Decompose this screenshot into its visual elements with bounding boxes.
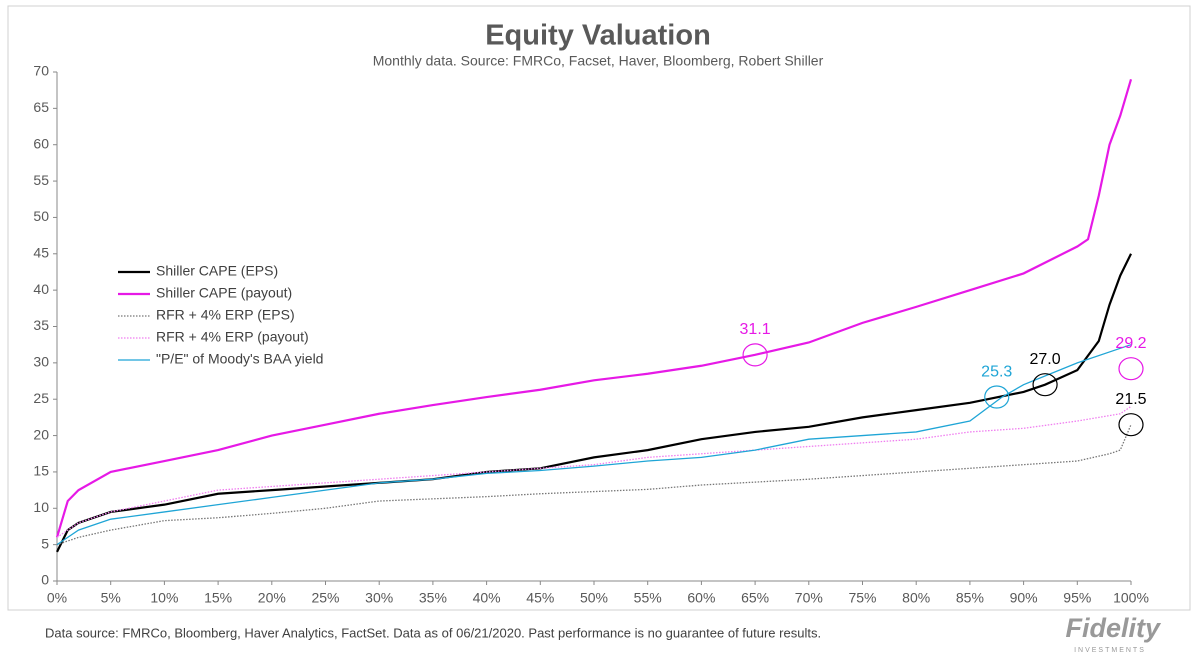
legend-label: Shiller CAPE (EPS)	[156, 263, 278, 279]
x-tick-label: 20%	[258, 590, 286, 606]
y-tick-label: 30	[33, 354, 49, 370]
annotation-circle	[1118, 357, 1144, 381]
x-tick-label: 15%	[204, 590, 232, 606]
x-tick-label: 5%	[101, 590, 121, 606]
y-tick-label: 0	[41, 572, 49, 588]
x-tick-label: 45%	[526, 590, 554, 606]
series-line	[56, 344, 1132, 546]
x-tick-label: 10%	[150, 590, 178, 606]
series-line	[55, 78, 1133, 538]
annotation-label: 21.5	[1115, 391, 1146, 408]
chart-subtitle: Monthly data. Source: FMRCo, Facset, Hav…	[373, 53, 824, 69]
annotation-label: 29.2	[1115, 335, 1146, 352]
x-tick-label: 95%	[1063, 590, 1091, 606]
y-tick-label: 5	[41, 535, 49, 551]
chart-frame	[7, 5, 1191, 611]
logo-sub: INVESTMENTS	[1074, 647, 1146, 654]
y-tick-label: 25	[33, 390, 49, 406]
chart-title: Equity Valuation	[485, 20, 711, 52]
y-tick-label: 15	[33, 463, 49, 479]
y-tick-label: 40	[33, 281, 49, 297]
x-tick-label: 55%	[634, 590, 662, 606]
y-tick-label: 35	[33, 317, 49, 333]
annotation-label: 27.0	[1030, 351, 1061, 368]
x-tick-label: 40%	[473, 590, 501, 606]
series-line	[56, 253, 1132, 553]
x-tick-label: 50%	[580, 590, 608, 606]
footer: Data source: FMRCo, Bloomberg, Haver Ana…	[45, 625, 821, 640]
x-tick-label: 85%	[956, 590, 984, 606]
y-tick-label: 60	[33, 135, 49, 151]
series-line	[56, 424, 1132, 546]
x-tick-label: 30%	[365, 590, 393, 606]
annotation-circle	[1118, 413, 1144, 437]
x-tick-label: 90%	[1010, 590, 1038, 606]
y-tick-label: 70	[33, 63, 49, 79]
legend-label: RFR + 4% ERP (EPS)	[156, 307, 295, 323]
x-tick-label: 35%	[419, 590, 447, 606]
annotation-circle	[984, 385, 1010, 409]
y-tick-label: 10	[33, 499, 49, 515]
logo: Fidelity	[1065, 613, 1161, 643]
y-tick-label: 50	[33, 208, 49, 224]
annotation-circle	[742, 343, 768, 367]
x-tick-label: 25%	[311, 590, 339, 606]
y-tick-label: 65	[33, 99, 49, 115]
x-tick-label: 80%	[902, 590, 930, 606]
annotation-label: 25.3	[981, 363, 1012, 380]
x-tick-label: 0%	[47, 590, 67, 606]
x-tick-label: 75%	[848, 590, 876, 606]
annotation-circle	[1032, 373, 1058, 397]
y-tick-label: 20	[33, 426, 49, 442]
legend-label: RFR + 4% ERP (payout)	[156, 329, 309, 345]
x-tick-label: 70%	[795, 590, 823, 606]
y-tick-label: 55	[33, 172, 49, 188]
legend-label: "P/E" of Moody's BAA yield	[156, 351, 323, 367]
y-tick-label: 45	[33, 244, 49, 260]
x-tick-label: 65%	[741, 590, 769, 606]
annotation-label: 31.1	[740, 321, 771, 338]
x-tick-label: 60%	[687, 590, 715, 606]
legend-label: Shiller CAPE (payout)	[156, 285, 292, 301]
x-tick-label: 100%	[1113, 590, 1149, 606]
series-line	[56, 405, 1132, 538]
